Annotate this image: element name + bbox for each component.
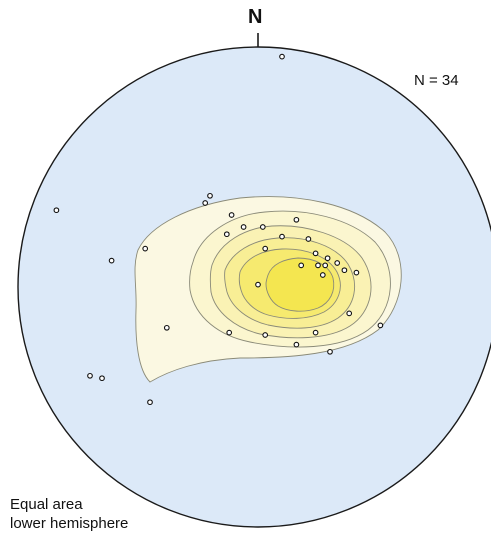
pole-point	[279, 53, 285, 60]
pole-point	[353, 269, 360, 276]
pole-point	[99, 375, 105, 382]
north-label: N	[248, 6, 263, 28]
caption-line-2: lower hemisphere	[10, 515, 129, 532]
pole-point	[87, 372, 93, 379]
pole-point	[298, 262, 305, 269]
sample-count-label: N = 34	[414, 72, 459, 89]
pole-point	[324, 255, 331, 262]
pole-point	[163, 324, 170, 331]
pole-points	[53, 53, 384, 406]
pole-point	[255, 281, 261, 288]
pole-point	[315, 262, 321, 269]
pole-point	[319, 272, 326, 278]
pole-point	[322, 262, 329, 269]
pole-point	[327, 348, 333, 355]
pole-point	[207, 192, 213, 199]
pole-point	[262, 332, 269, 338]
pole-point	[259, 224, 266, 230]
pole-point	[312, 329, 319, 336]
caption-line-1: Equal area	[10, 496, 83, 513]
density-contours	[134, 196, 402, 383]
pole-point	[341, 267, 348, 274]
projection-caption: Equal area lower hemisphere	[10, 495, 128, 533]
pole-point	[293, 341, 300, 348]
pole-point	[312, 250, 319, 257]
pole-point	[226, 329, 233, 336]
pole-point	[53, 207, 60, 214]
pole-point	[223, 231, 230, 238]
pole-point	[147, 399, 153, 406]
pole-point	[262, 245, 269, 252]
pole-point	[202, 200, 209, 206]
pole-point	[228, 212, 235, 218]
pole-point	[142, 245, 149, 252]
pole-point	[346, 310, 353, 317]
pole-point	[334, 260, 341, 266]
pole-point	[108, 257, 115, 264]
pole-point	[240, 224, 247, 230]
contour-level-6	[265, 257, 335, 312]
pole-point	[305, 236, 312, 242]
pole-point	[377, 322, 384, 329]
pole-point	[293, 216, 300, 223]
pole-point	[279, 233, 285, 240]
